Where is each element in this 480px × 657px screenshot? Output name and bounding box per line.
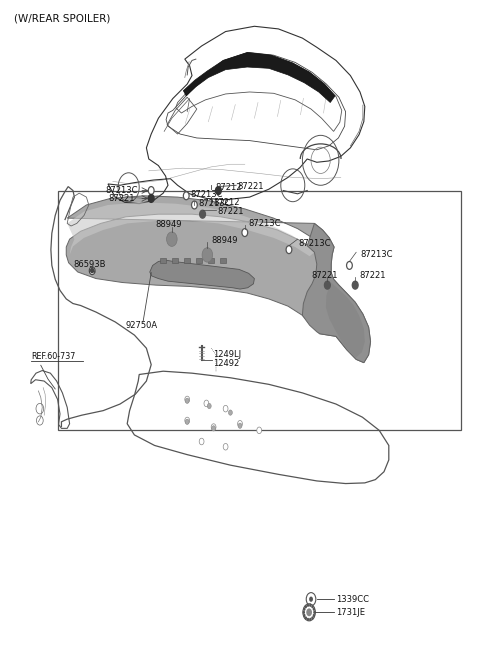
Circle shape xyxy=(204,400,209,407)
Polygon shape xyxy=(302,223,371,363)
Circle shape xyxy=(148,194,154,202)
Text: 87213C: 87213C xyxy=(360,250,393,260)
Circle shape xyxy=(257,427,262,434)
Text: 1249LJ: 1249LJ xyxy=(213,350,241,359)
Circle shape xyxy=(228,410,232,415)
Circle shape xyxy=(306,608,312,616)
Circle shape xyxy=(312,614,315,617)
Circle shape xyxy=(309,597,313,602)
Circle shape xyxy=(347,261,352,269)
Polygon shape xyxy=(184,258,190,263)
Circle shape xyxy=(303,614,306,617)
Polygon shape xyxy=(66,196,371,363)
Text: REF.60-737: REF.60-737 xyxy=(31,352,75,361)
Polygon shape xyxy=(67,202,314,256)
Text: 87213C: 87213C xyxy=(299,238,331,248)
Circle shape xyxy=(324,281,330,289)
Circle shape xyxy=(183,192,189,200)
Circle shape xyxy=(309,618,312,621)
Text: 1731JE: 1731JE xyxy=(336,608,365,617)
Circle shape xyxy=(167,232,177,246)
Text: 87221: 87221 xyxy=(359,271,385,281)
Circle shape xyxy=(309,604,312,607)
Polygon shape xyxy=(160,258,166,263)
Circle shape xyxy=(238,423,242,428)
Text: 87221: 87221 xyxy=(237,182,264,191)
Circle shape xyxy=(211,424,216,430)
Circle shape xyxy=(238,420,242,427)
Circle shape xyxy=(89,267,95,275)
Circle shape xyxy=(202,248,213,262)
Circle shape xyxy=(303,604,315,621)
Polygon shape xyxy=(183,53,335,102)
Polygon shape xyxy=(150,260,254,289)
Text: 1339CC: 1339CC xyxy=(336,595,369,604)
Polygon shape xyxy=(220,258,226,263)
Circle shape xyxy=(352,281,358,289)
Circle shape xyxy=(185,417,190,424)
Text: 92750A: 92750A xyxy=(126,321,158,330)
Text: (W/REAR SPOILER): (W/REAR SPOILER) xyxy=(14,13,111,23)
Circle shape xyxy=(306,593,316,606)
Circle shape xyxy=(313,611,316,614)
Text: 87213C: 87213C xyxy=(199,199,231,208)
Circle shape xyxy=(305,616,307,620)
FancyBboxPatch shape xyxy=(58,191,461,430)
Circle shape xyxy=(216,187,221,194)
Circle shape xyxy=(148,187,154,194)
Circle shape xyxy=(305,605,307,608)
Circle shape xyxy=(286,246,292,254)
Circle shape xyxy=(199,438,204,445)
Circle shape xyxy=(303,611,305,614)
Text: 88949: 88949 xyxy=(156,220,182,229)
Circle shape xyxy=(312,608,315,611)
Text: 87212: 87212 xyxy=(214,198,240,207)
Circle shape xyxy=(185,396,190,403)
Polygon shape xyxy=(326,283,365,357)
Circle shape xyxy=(307,618,309,621)
Text: 87212: 87212 xyxy=(215,183,241,192)
Polygon shape xyxy=(196,258,202,263)
Circle shape xyxy=(307,604,309,607)
Polygon shape xyxy=(172,258,178,263)
Text: 87213C: 87213C xyxy=(106,186,138,195)
Circle shape xyxy=(207,403,211,409)
Circle shape xyxy=(223,443,228,450)
Circle shape xyxy=(200,210,205,218)
Circle shape xyxy=(185,398,189,403)
Text: 87213C: 87213C xyxy=(190,190,223,199)
Text: 88949: 88949 xyxy=(211,236,238,245)
Text: 87221: 87221 xyxy=(311,271,337,281)
Circle shape xyxy=(185,419,189,424)
Circle shape xyxy=(242,229,248,237)
Circle shape xyxy=(311,605,313,608)
Text: 12492: 12492 xyxy=(213,359,240,369)
Text: 87213C: 87213C xyxy=(249,219,281,228)
Text: 87221: 87221 xyxy=(108,194,135,203)
Circle shape xyxy=(303,608,306,611)
Circle shape xyxy=(212,426,216,431)
Polygon shape xyxy=(208,258,214,263)
Circle shape xyxy=(192,201,197,209)
Circle shape xyxy=(311,616,313,620)
Circle shape xyxy=(223,405,228,412)
Text: 87221: 87221 xyxy=(217,207,243,216)
Text: 86593B: 86593B xyxy=(73,260,106,269)
Circle shape xyxy=(91,269,94,273)
